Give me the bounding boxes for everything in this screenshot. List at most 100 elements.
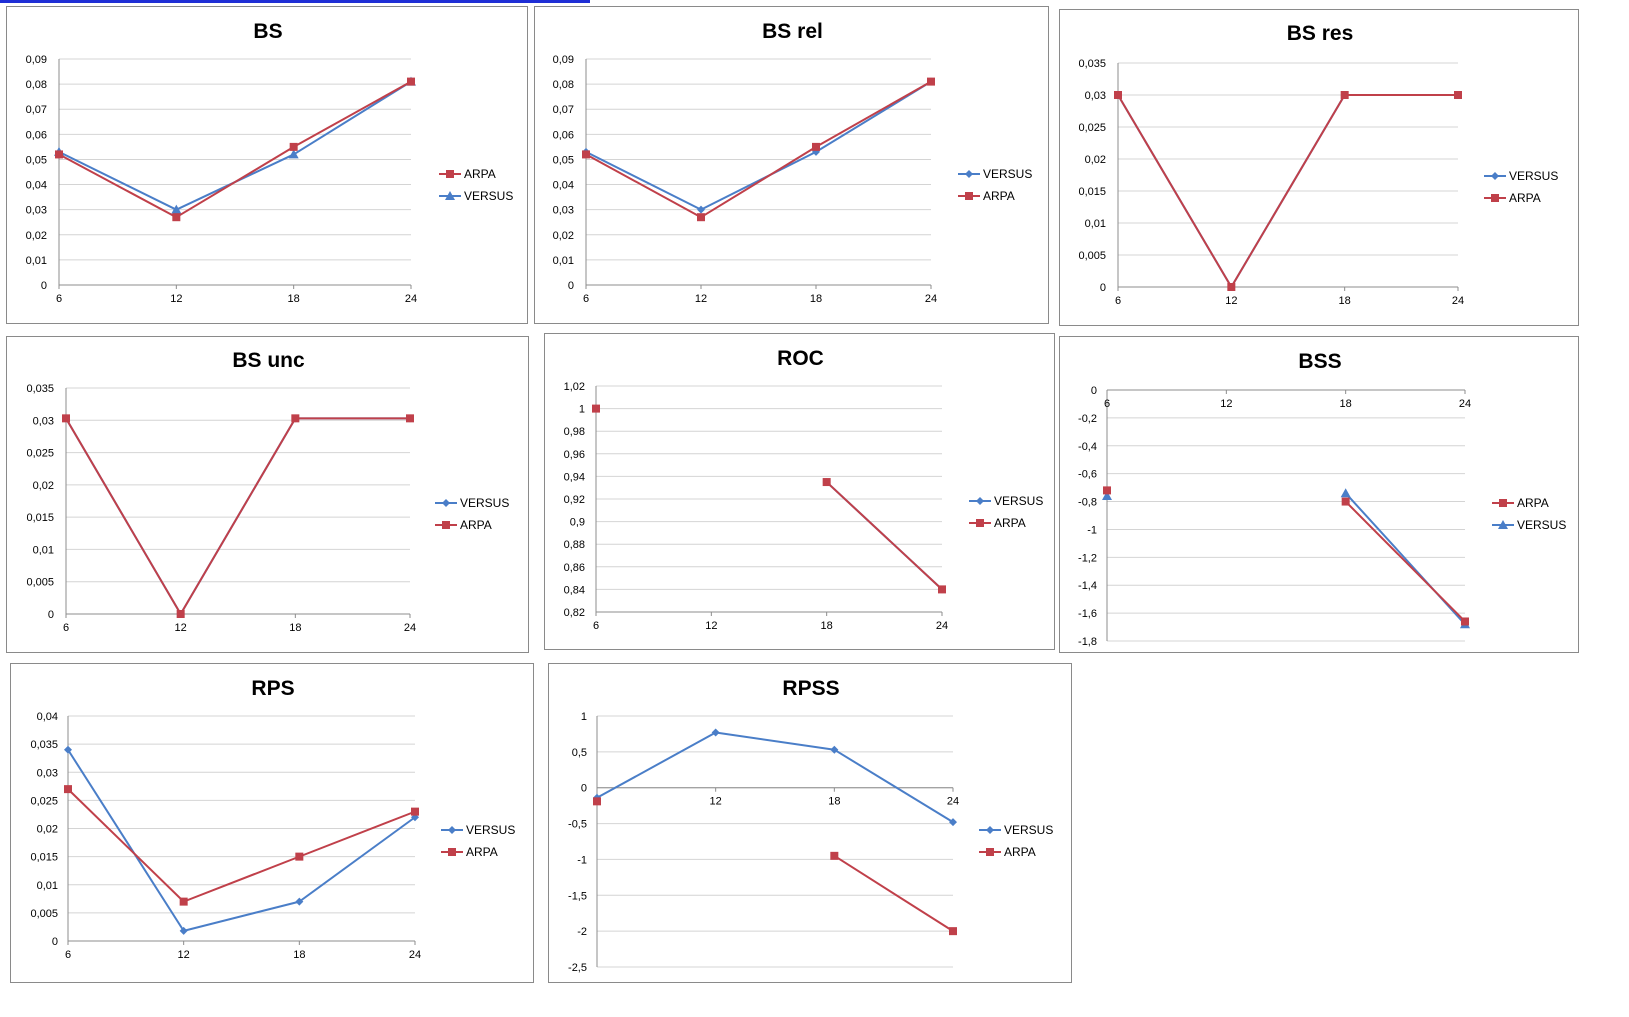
y-tick-label: -0,2	[1078, 413, 1097, 425]
series-arpa	[1103, 486, 1469, 626]
chart-svg: BS 0 0,01 0,02 0,03 0,04 0,05 0,06 0,07 0,08 0,09 6…	[26, 20, 514, 305]
y-tick-label: 0,035	[30, 739, 58, 751]
series-line-segment	[293, 80, 412, 156]
legend-marker	[976, 519, 984, 527]
data-point	[938, 585, 946, 594]
legend-marker	[976, 497, 984, 505]
y-tick-label: -2	[577, 926, 587, 938]
chart-title: ROC	[777, 347, 824, 370]
x-tick-label: 24	[936, 620, 948, 632]
chart-title: RPSS	[782, 677, 839, 700]
series-line-segment	[585, 153, 702, 219]
y-tick-label: 0,02	[26, 230, 47, 242]
y-tick-label: 0	[1100, 282, 1106, 294]
data-point	[411, 807, 419, 816]
chart-panel-bs-rel: BS rel 0 0,01 0,02 0,03 0,04 0,05 0,06 0,07 0,08 0…	[534, 6, 1049, 324]
y-tick-label: 0,02	[37, 824, 58, 836]
x-tick-label: 18	[1339, 295, 1351, 307]
y-tick-label: 0	[581, 783, 587, 795]
chart-svg: BS unc 0 0,005 0,01 0,015 0,02 0,025 0,03 0,035 6…	[26, 349, 509, 634]
legend: VERSUS ARPA	[441, 823, 515, 859]
legend-label: VERSUS	[994, 494, 1043, 508]
y-tick-label: -0,6	[1078, 469, 1097, 481]
series-arpa	[593, 797, 957, 936]
chart-panel-rps: RPS 0 0,005 0,01 0,015 0,02 0,025 0,03 0,035 0,04…	[10, 663, 534, 983]
y-tick-label: 0,01	[1085, 218, 1106, 230]
chart-title: BS unc	[232, 349, 305, 372]
data-point	[289, 142, 298, 151]
data-point	[812, 142, 820, 151]
legend: VERSUS ARPA	[435, 496, 509, 532]
y-tick-label: 0,035	[1078, 58, 1106, 70]
y-tick-label: 0,01	[553, 255, 574, 267]
y-tick-label: -0,8	[1078, 497, 1097, 509]
x-tick-label: 12	[178, 949, 190, 961]
y-tick-label: 0,005	[1078, 250, 1106, 262]
y-tick-label: 0,025	[1078, 122, 1106, 134]
y-tick-label: 0,005	[26, 577, 54, 589]
data-point	[288, 149, 299, 159]
y-tick-label: 0,96	[564, 449, 585, 461]
legend-label: ARPA	[983, 189, 1015, 203]
data-point	[927, 77, 935, 86]
series-line-segment	[833, 748, 954, 823]
legend-label: VERSUS	[1509, 169, 1558, 183]
chart-svg: ROC 0,82 0,84 0,86 0,88 0,9 0,92 0,94 0,96 0,98 1 1…	[564, 347, 1044, 632]
x-tick-label: 24	[925, 293, 937, 305]
chart-title: BS rel	[762, 20, 823, 43]
y-tick-label: 0,08	[26, 79, 47, 91]
y-tick-label: 0,06	[26, 129, 47, 141]
x-tick-label: 6	[65, 949, 71, 961]
y-tick-label: -1,4	[1078, 580, 1097, 592]
series-arpa	[592, 404, 946, 594]
top-heading-fragment	[0, 0, 620, 6]
x-tick-label: 6	[1115, 295, 1121, 307]
series-line-segment	[700, 151, 817, 211]
y-tick-label: 0,82	[564, 607, 585, 619]
legend-marker	[1491, 172, 1499, 180]
series-arpa	[55, 77, 415, 222]
legend-marker	[442, 499, 450, 507]
x-tick-label: 6	[583, 293, 589, 305]
legend-marker	[965, 170, 973, 178]
data-point	[291, 414, 300, 423]
y-tick-label: 0,06	[553, 129, 574, 141]
data-point	[1341, 497, 1350, 506]
series-line-segment	[815, 80, 932, 148]
y-tick-label: 0,02	[33, 480, 54, 492]
y-tick-label: -1,8	[1078, 636, 1097, 648]
series-line-segment	[700, 146, 817, 219]
series-line-segment	[183, 855, 300, 903]
series-line-segment	[1117, 94, 1233, 288]
y-tick-label: 0,04	[37, 711, 58, 723]
y-tick-label: 0	[41, 280, 47, 292]
y-tick-label: 0,07	[553, 104, 574, 116]
data-point	[64, 745, 72, 754]
x-tick-label: 18	[289, 622, 301, 634]
legend-marker	[448, 826, 456, 834]
y-tick-label: 1	[579, 404, 585, 416]
data-point	[830, 851, 839, 860]
data-point	[176, 610, 185, 618]
x-tick-label: 12	[695, 293, 707, 305]
y-tick-label: -0,5	[568, 819, 587, 831]
x-tick-label: 12	[175, 622, 187, 634]
data-point	[64, 785, 72, 794]
y-tick-label: 0	[48, 609, 54, 621]
legend-marker	[442, 521, 450, 529]
x-tick-label: 24	[405, 293, 417, 305]
data-point	[949, 818, 957, 827]
data-point	[1461, 617, 1469, 626]
series-line-segment	[293, 80, 412, 148]
x-tick-label: 6	[1104, 398, 1110, 410]
series-line-segment	[175, 146, 295, 219]
legend-marker	[446, 170, 454, 178]
y-tick-label: 0,03	[33, 415, 54, 427]
data-point	[172, 213, 181, 222]
series-versus	[54, 76, 416, 214]
series-line-segment	[298, 816, 416, 903]
data-point	[711, 728, 720, 737]
series-versus	[1102, 488, 1470, 629]
data-point	[179, 897, 188, 906]
data-point	[1454, 91, 1462, 99]
